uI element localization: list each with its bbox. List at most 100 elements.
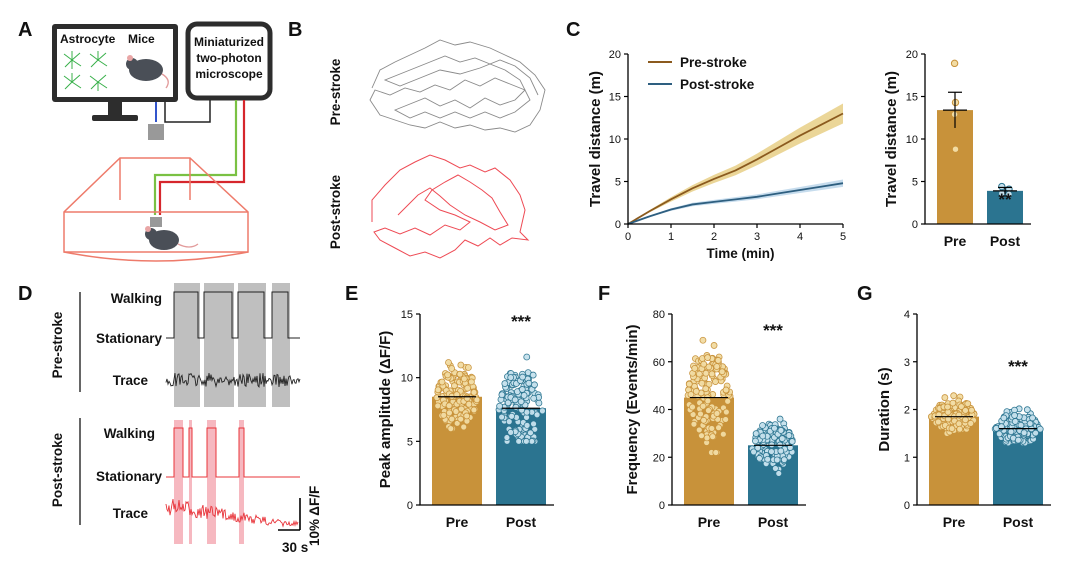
trajectory-label-pre: Pre-stroke — [328, 58, 343, 125]
data-point — [775, 470, 783, 477]
data-point — [529, 371, 537, 379]
astrocyte-icon — [63, 51, 108, 91]
legend-label-1: Post-stroke — [680, 77, 755, 92]
data-point — [697, 410, 704, 418]
data-point — [718, 368, 726, 376]
data-point — [446, 409, 453, 417]
red-cable — [158, 100, 246, 215]
data-point — [444, 371, 452, 379]
data-point — [434, 386, 442, 394]
y-tick-label: 5 — [912, 177, 918, 189]
panel-f-label: F — [598, 283, 610, 305]
y-tick-label: 20 — [906, 49, 918, 61]
x-tick-label: 1 — [668, 231, 674, 243]
data-point — [456, 370, 464, 378]
green-cable — [153, 100, 238, 215]
series-line-0 — [627, 112, 844, 225]
panel-e: E Pre Post 0 5 10 15 Peak amplitude (ΔF/F) *** — [345, 283, 554, 530]
data-point — [722, 386, 730, 394]
data-point — [699, 336, 707, 344]
data-point — [944, 403, 951, 411]
data-point — [968, 406, 975, 414]
data-point — [964, 400, 972, 408]
bar-pre — [937, 110, 973, 224]
data-point — [712, 449, 720, 456]
category-label: Pre — [943, 514, 966, 530]
panel-a-label: A — [18, 19, 32, 41]
mouse-in-arena-icon — [145, 217, 199, 250]
data-point — [452, 408, 460, 415]
y-tick-label: 60 — [653, 357, 665, 369]
data-point — [523, 353, 531, 361]
data-point — [434, 402, 442, 410]
data-point — [1014, 436, 1022, 444]
y-tick-label: 20 — [653, 452, 665, 464]
data-point — [956, 425, 964, 433]
monitor-label-astrocyte: Astrocyte — [60, 32, 116, 46]
data-point — [448, 415, 456, 423]
data-point — [498, 391, 506, 399]
data-point — [704, 354, 712, 361]
category-label: Post — [990, 233, 1021, 249]
behavior-state-pre — [166, 291, 300, 339]
y-tick-label: 0 — [904, 500, 910, 512]
data-point — [508, 412, 516, 420]
data-point — [445, 402, 453, 410]
bar-post — [987, 190, 1023, 224]
category-label: Post — [506, 514, 537, 530]
data-point — [778, 435, 786, 442]
data-point — [691, 364, 699, 372]
microscope-label-1: Miniaturized — [194, 35, 264, 49]
travel-distance-line-chart: 0 5 10 15 20 0 1 2 3 4 5 Time (min) Travel distance … — [587, 49, 846, 261]
data-point — [759, 432, 767, 440]
microscope-label-2: two-photon — [196, 51, 261, 65]
data-point — [505, 418, 513, 426]
data-point — [713, 363, 721, 370]
data-point — [777, 426, 785, 434]
data-point — [699, 402, 707, 410]
data-point — [768, 448, 775, 455]
data-point — [772, 465, 779, 472]
data-point — [957, 403, 965, 410]
data-point — [507, 374, 515, 381]
y-tick-label: 3 — [904, 357, 910, 369]
data-point — [944, 415, 952, 423]
row-label-stationary-pre: Stationary — [96, 331, 163, 346]
data-point — [689, 403, 696, 411]
data-point — [433, 394, 441, 402]
data-point — [1029, 414, 1036, 422]
data-point — [713, 410, 721, 417]
category-label: Post — [758, 514, 789, 530]
y-tick-label: 0 — [912, 219, 918, 231]
data-point — [705, 363, 713, 371]
scale-label-amplitude: 10% ΔF/F — [307, 486, 322, 546]
panel-c: C 0 5 10 15 20 0 1 2 3 4 5 Time (min) Travel distanc… — [566, 19, 1031, 261]
data-point — [539, 407, 546, 415]
data-point — [498, 413, 506, 421]
data-point — [504, 399, 512, 407]
data-point — [724, 397, 732, 405]
panel-d-label: D — [18, 283, 32, 305]
data-point — [948, 425, 956, 432]
y-tick-label: 15 — [609, 92, 621, 104]
y-tick-label: 15 — [906, 92, 918, 104]
data-point — [785, 432, 793, 439]
panel-f: F Pre Post 0 20 40 60 80 Frequency (Events/min)… — [598, 283, 806, 530]
y-tick-label: 10 — [401, 373, 413, 385]
data-point — [722, 408, 730, 416]
trajectory-post-stroke — [371, 154, 530, 259]
y-tick-label: 80 — [653, 309, 665, 321]
data-point — [685, 380, 693, 388]
data-point — [464, 364, 472, 371]
walking-epoch-post — [239, 420, 244, 544]
y-tick-label: 4 — [904, 309, 910, 321]
data-point — [771, 424, 778, 432]
frequency-chart: Pre Post 0 20 40 60 80 Frequency (Events/min) **… — [624, 309, 806, 530]
data-point — [705, 407, 712, 414]
scale-label-time: 30 s — [282, 540, 308, 555]
peak-amplitude-chart: Pre Post 0 5 10 15 Peak amplitude (ΔF/F) *** — [377, 309, 554, 530]
data-point — [460, 375, 468, 383]
data-point — [950, 59, 959, 68]
y-axis-label: Travel distance (m) — [587, 71, 604, 207]
data-point — [1032, 429, 1040, 437]
